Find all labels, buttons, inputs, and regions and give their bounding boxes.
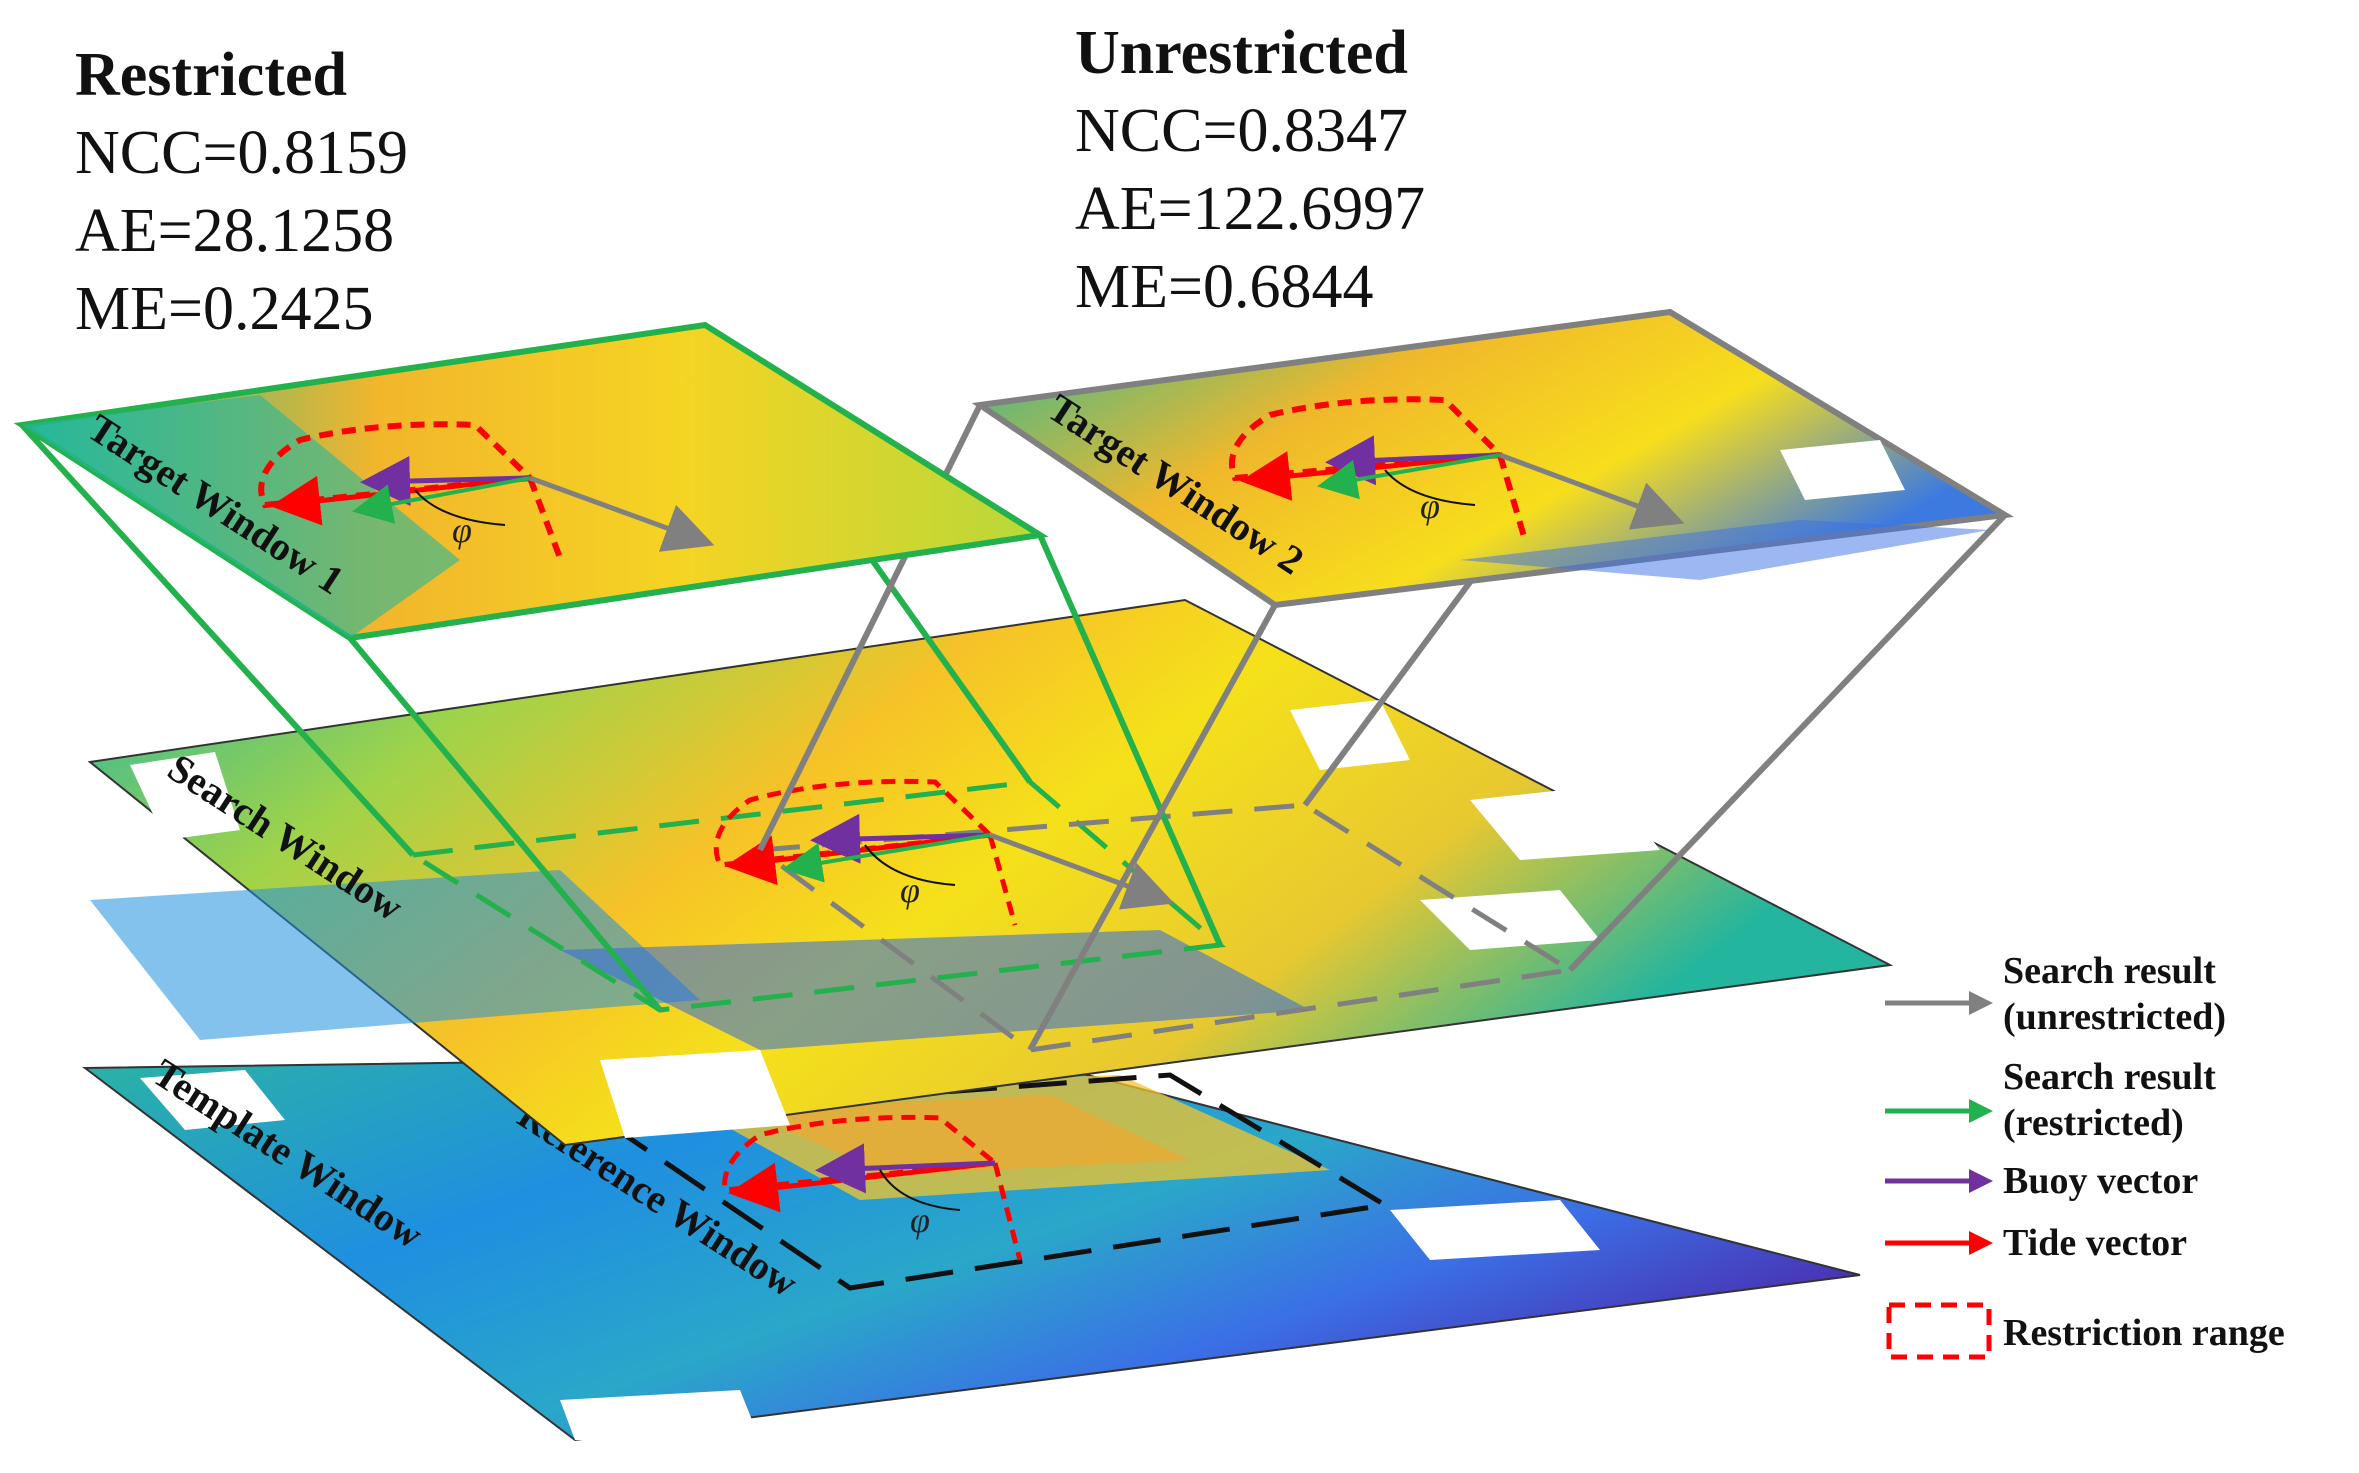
template-blank-patch bbox=[140, 1070, 285, 1130]
search-window-plane: φ Search Window bbox=[87, 598, 1894, 1147]
legend-label: Tide vector bbox=[2003, 1222, 2187, 1264]
green-vector-target-1 bbox=[352, 476, 531, 524]
legend-item-tide-vector: Tide vector bbox=[1885, 1219, 2355, 1299]
unrestricted-title: Unrestricted bbox=[1075, 19, 1408, 87]
phi-label-search: φ bbox=[900, 870, 920, 910]
template-blank-patch bbox=[1400, 1085, 1610, 1160]
red-arrow-icon bbox=[1885, 1231, 1993, 1255]
restricted-me: ME=0.2425 bbox=[75, 275, 374, 343]
restriction-range-sector-target-1 bbox=[258, 421, 537, 509]
unrestricted-ncc: NCC=0.8347 bbox=[1075, 97, 1408, 165]
target-window-2-plane: φ Target Window 2 bbox=[971, 308, 2014, 609]
tide-vector-template bbox=[728, 1160, 996, 1213]
phi-label-target-2: φ bbox=[1420, 486, 1440, 526]
legend-item-buoy-vector: Buoy vector bbox=[1885, 1155, 2355, 1219]
legend-label-line1: Search result bbox=[2003, 1056, 2216, 1098]
restriction-range-sector-search bbox=[713, 778, 996, 868]
legend-label-line2: (unrestricted) bbox=[2003, 996, 2227, 1038]
restriction-range-sector-target-2 bbox=[1228, 396, 1507, 482]
search-blank-patch bbox=[1290, 700, 1410, 770]
gray-arrow-icon bbox=[1885, 991, 1993, 1015]
phi-label-target-1: φ bbox=[452, 510, 472, 550]
gray-vector-target-2 bbox=[1499, 452, 1685, 530]
phi-label-template: φ bbox=[910, 1200, 930, 1240]
template-blank-patch bbox=[560, 1390, 760, 1440]
template-blank-patch bbox=[1390, 1200, 1600, 1260]
green-vector-target-2 bbox=[1317, 453, 1501, 500]
legend-label: Buoy vector bbox=[2003, 1160, 2199, 1202]
unrestricted-stats: Unrestricted NCC=0.8347 AE=122.6997 ME=0… bbox=[1075, 14, 1425, 326]
restricted-stats: Restricted NCC=0.8159 AE=28.1258 ME=0.24… bbox=[75, 36, 408, 348]
legend-label: Restriction range bbox=[2003, 1312, 2285, 1354]
unrestricted-me: ME=0.6844 bbox=[1075, 253, 1374, 321]
unrestricted-match-outline bbox=[753, 802, 1578, 1053]
legend-item-search-unrestricted: Search result (unrestricted) bbox=[1885, 945, 2355, 1051]
green-arrow-icon bbox=[1885, 1099, 1993, 1123]
restricted-ae: AE=28.1258 bbox=[75, 197, 395, 265]
buoy-vector-target-1 bbox=[360, 456, 531, 506]
buoy-vector-search bbox=[810, 813, 991, 864]
restricted-title: Restricted bbox=[75, 41, 347, 109]
template-window-plane: φ Template Window Reference Window bbox=[82, 1050, 1861, 1442]
legend-label-line1: Search result bbox=[2003, 950, 2216, 992]
search-blank-patch bbox=[1470, 785, 1660, 860]
purple-arrow-icon bbox=[1885, 1169, 1993, 1193]
restriction-range-sector-template bbox=[722, 1114, 1002, 1193]
red-dashed-box-icon bbox=[1886, 1302, 1992, 1360]
legend-label-line2: (restricted) bbox=[2003, 1102, 2184, 1144]
restricted-ncc: NCC=0.8159 bbox=[75, 119, 408, 187]
legend-item-search-restricted: Search result (restricted) bbox=[1885, 1051, 2355, 1155]
buoy-vector-template bbox=[815, 1143, 996, 1194]
search-blank-patch bbox=[1420, 890, 1600, 950]
search-blank-patch bbox=[600, 1050, 790, 1138]
gray-vector-target-1 bbox=[529, 475, 715, 552]
unrestricted-ae: AE=122.6997 bbox=[1075, 175, 1426, 243]
search-result-restricted-vector bbox=[782, 833, 991, 883]
buoy-vector-target-2 bbox=[1325, 435, 1501, 486]
legend: Search result (unrestricted) Search resu… bbox=[1885, 945, 2355, 1369]
search-result-unrestricted-vector bbox=[989, 832, 1175, 910]
legend-item-restriction-range: Restriction range bbox=[1885, 1299, 2355, 1369]
